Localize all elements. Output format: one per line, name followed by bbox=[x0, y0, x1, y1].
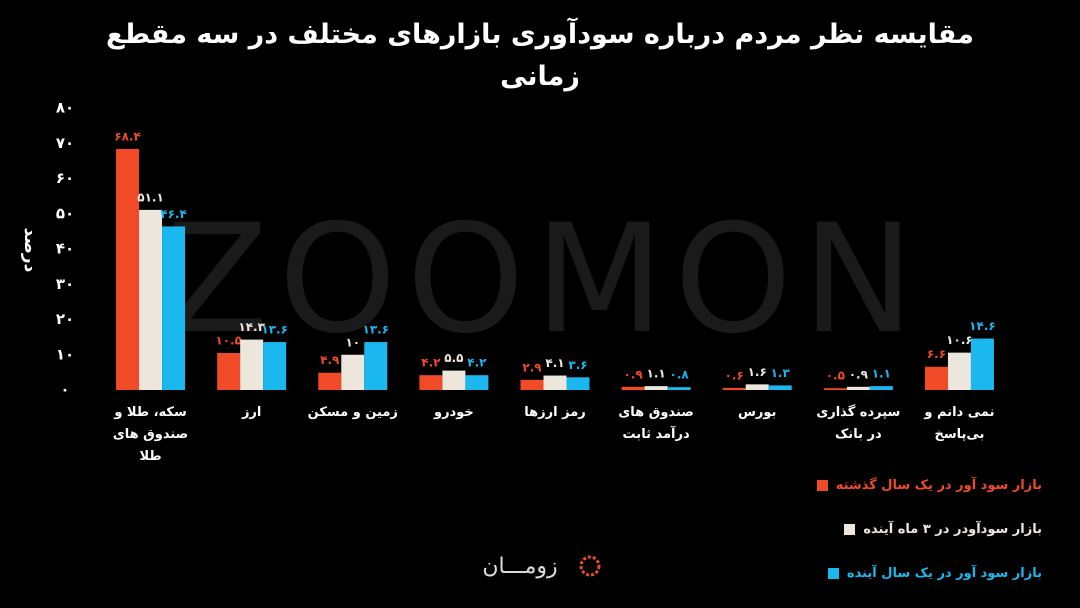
data-label: ۰.۶ bbox=[725, 368, 744, 382]
data-label: ۱.۳ bbox=[771, 366, 791, 380]
x-tick-label: سکه، طلا و صندوق های طلا bbox=[112, 405, 189, 464]
logo-icon bbox=[579, 555, 601, 577]
bar bbox=[139, 209, 163, 390]
data-label: ۱.۱ bbox=[872, 367, 891, 381]
data-label: ۶۸.۴ bbox=[114, 129, 141, 143]
bar bbox=[667, 387, 691, 390]
legend-swatch bbox=[816, 480, 828, 491]
legend-label: بازار سود آور در یک سال گذشته bbox=[835, 478, 1042, 493]
data-label: ۰.۸ bbox=[670, 368, 690, 382]
data-label: ۰.۹ bbox=[624, 367, 644, 381]
bar bbox=[924, 366, 948, 390]
x-tick-label: نمی دانم و بی‌پاسخ bbox=[924, 405, 995, 442]
bar bbox=[621, 386, 645, 390]
bar bbox=[768, 385, 792, 390]
data-label: ۱۰.۶ bbox=[946, 333, 973, 347]
x-tick-label: خودرو bbox=[433, 405, 474, 420]
bar bbox=[442, 370, 466, 390]
bar bbox=[263, 342, 287, 390]
data-label: ۴.۲ bbox=[421, 356, 441, 370]
bar bbox=[465, 375, 489, 390]
data-label: ۱۰ bbox=[345, 335, 360, 349]
data-label: ۲.۹ bbox=[522, 360, 542, 374]
legend-item: بازار سود آور در یک سال آینده bbox=[827, 566, 1042, 581]
legend-swatch bbox=[844, 524, 856, 535]
bar bbox=[566, 377, 590, 390]
x-tick-label: ارز bbox=[241, 405, 262, 420]
y-tick-label: ۵۰ bbox=[56, 204, 74, 222]
data-label: ۴.۹ bbox=[320, 353, 340, 367]
data-label: ۴.۱ bbox=[545, 356, 564, 370]
data-label: ۱۴.۶ bbox=[969, 319, 996, 333]
data-label: ۴.۲ bbox=[467, 356, 487, 370]
bar bbox=[869, 386, 893, 390]
x-tick-label: سپرده گذاری در بانک bbox=[816, 405, 901, 442]
legend-item: بازار سودآودر در ۳ ماه آینده bbox=[844, 522, 1042, 537]
y-tick-label: ۱۰ bbox=[56, 345, 74, 363]
bar bbox=[419, 375, 443, 390]
data-label: ۱.۱ bbox=[647, 367, 666, 381]
data-label: ۶.۶ bbox=[927, 347, 946, 361]
data-label: ۰.۵ bbox=[826, 369, 845, 383]
watermark: ZOOMON bbox=[166, 193, 925, 367]
data-label: ۱۰.۵ bbox=[215, 333, 242, 347]
data-label: ۵.۵ bbox=[444, 351, 463, 365]
bar bbox=[364, 342, 388, 390]
bar bbox=[240, 339, 264, 390]
bar bbox=[520, 379, 544, 390]
bar bbox=[970, 338, 994, 390]
bar bbox=[217, 352, 241, 390]
bar bbox=[722, 387, 746, 390]
y-axis-label: درصد bbox=[20, 228, 40, 273]
y-tick-label: ۶۰ bbox=[56, 169, 74, 187]
bar bbox=[116, 148, 140, 390]
data-label: ۱.۶ bbox=[748, 365, 767, 379]
y-tick-label: ۲۰ bbox=[56, 310, 74, 328]
x-tick-label: بورس bbox=[737, 405, 777, 420]
bar bbox=[823, 388, 847, 390]
chart-title: مقایسه نظر مردم درباره سودآوری بازارهای … bbox=[106, 19, 974, 92]
bar bbox=[162, 226, 186, 390]
data-label: ۴۶.۴ bbox=[160, 207, 187, 221]
legend-item: بازار سود آور در یک سال گذشته bbox=[816, 478, 1042, 493]
x-tick-label: صندوق های درآمد ثابت bbox=[618, 405, 694, 442]
x-tick-label: رمز ارزها bbox=[524, 405, 586, 420]
data-label: ۰.۹ bbox=[849, 367, 869, 381]
x-tick-label: زمین و مسکن bbox=[307, 405, 398, 420]
legend-swatch bbox=[827, 568, 839, 579]
data-label: ۳.۶ bbox=[568, 358, 587, 372]
bar bbox=[341, 354, 365, 390]
bar bbox=[745, 384, 769, 390]
y-tick-label: ۷۰ bbox=[56, 134, 74, 152]
data-label: ۵۱.۱ bbox=[137, 190, 164, 204]
y-tick-label: ۰ bbox=[60, 381, 69, 399]
bar bbox=[318, 372, 342, 390]
bar bbox=[644, 386, 668, 390]
y-tick-label: ۳۰ bbox=[56, 275, 74, 293]
y-tick-label: ۸۰ bbox=[56, 99, 74, 117]
bar bbox=[543, 375, 567, 390]
data-label: ۱۳.۶ bbox=[363, 323, 390, 337]
legend-label: بازار سود آور در یک سال آینده bbox=[846, 566, 1042, 581]
bar bbox=[947, 352, 971, 390]
data-label: ۱۳.۶ bbox=[261, 323, 288, 337]
legend-label: بازار سودآودر در ۳ ماه آینده bbox=[863, 522, 1042, 537]
bar bbox=[846, 386, 870, 390]
data-label: ۱۴.۳ bbox=[238, 320, 265, 334]
logo: زومـــان bbox=[482, 554, 557, 579]
y-tick-label: ۴۰ bbox=[56, 240, 74, 258]
